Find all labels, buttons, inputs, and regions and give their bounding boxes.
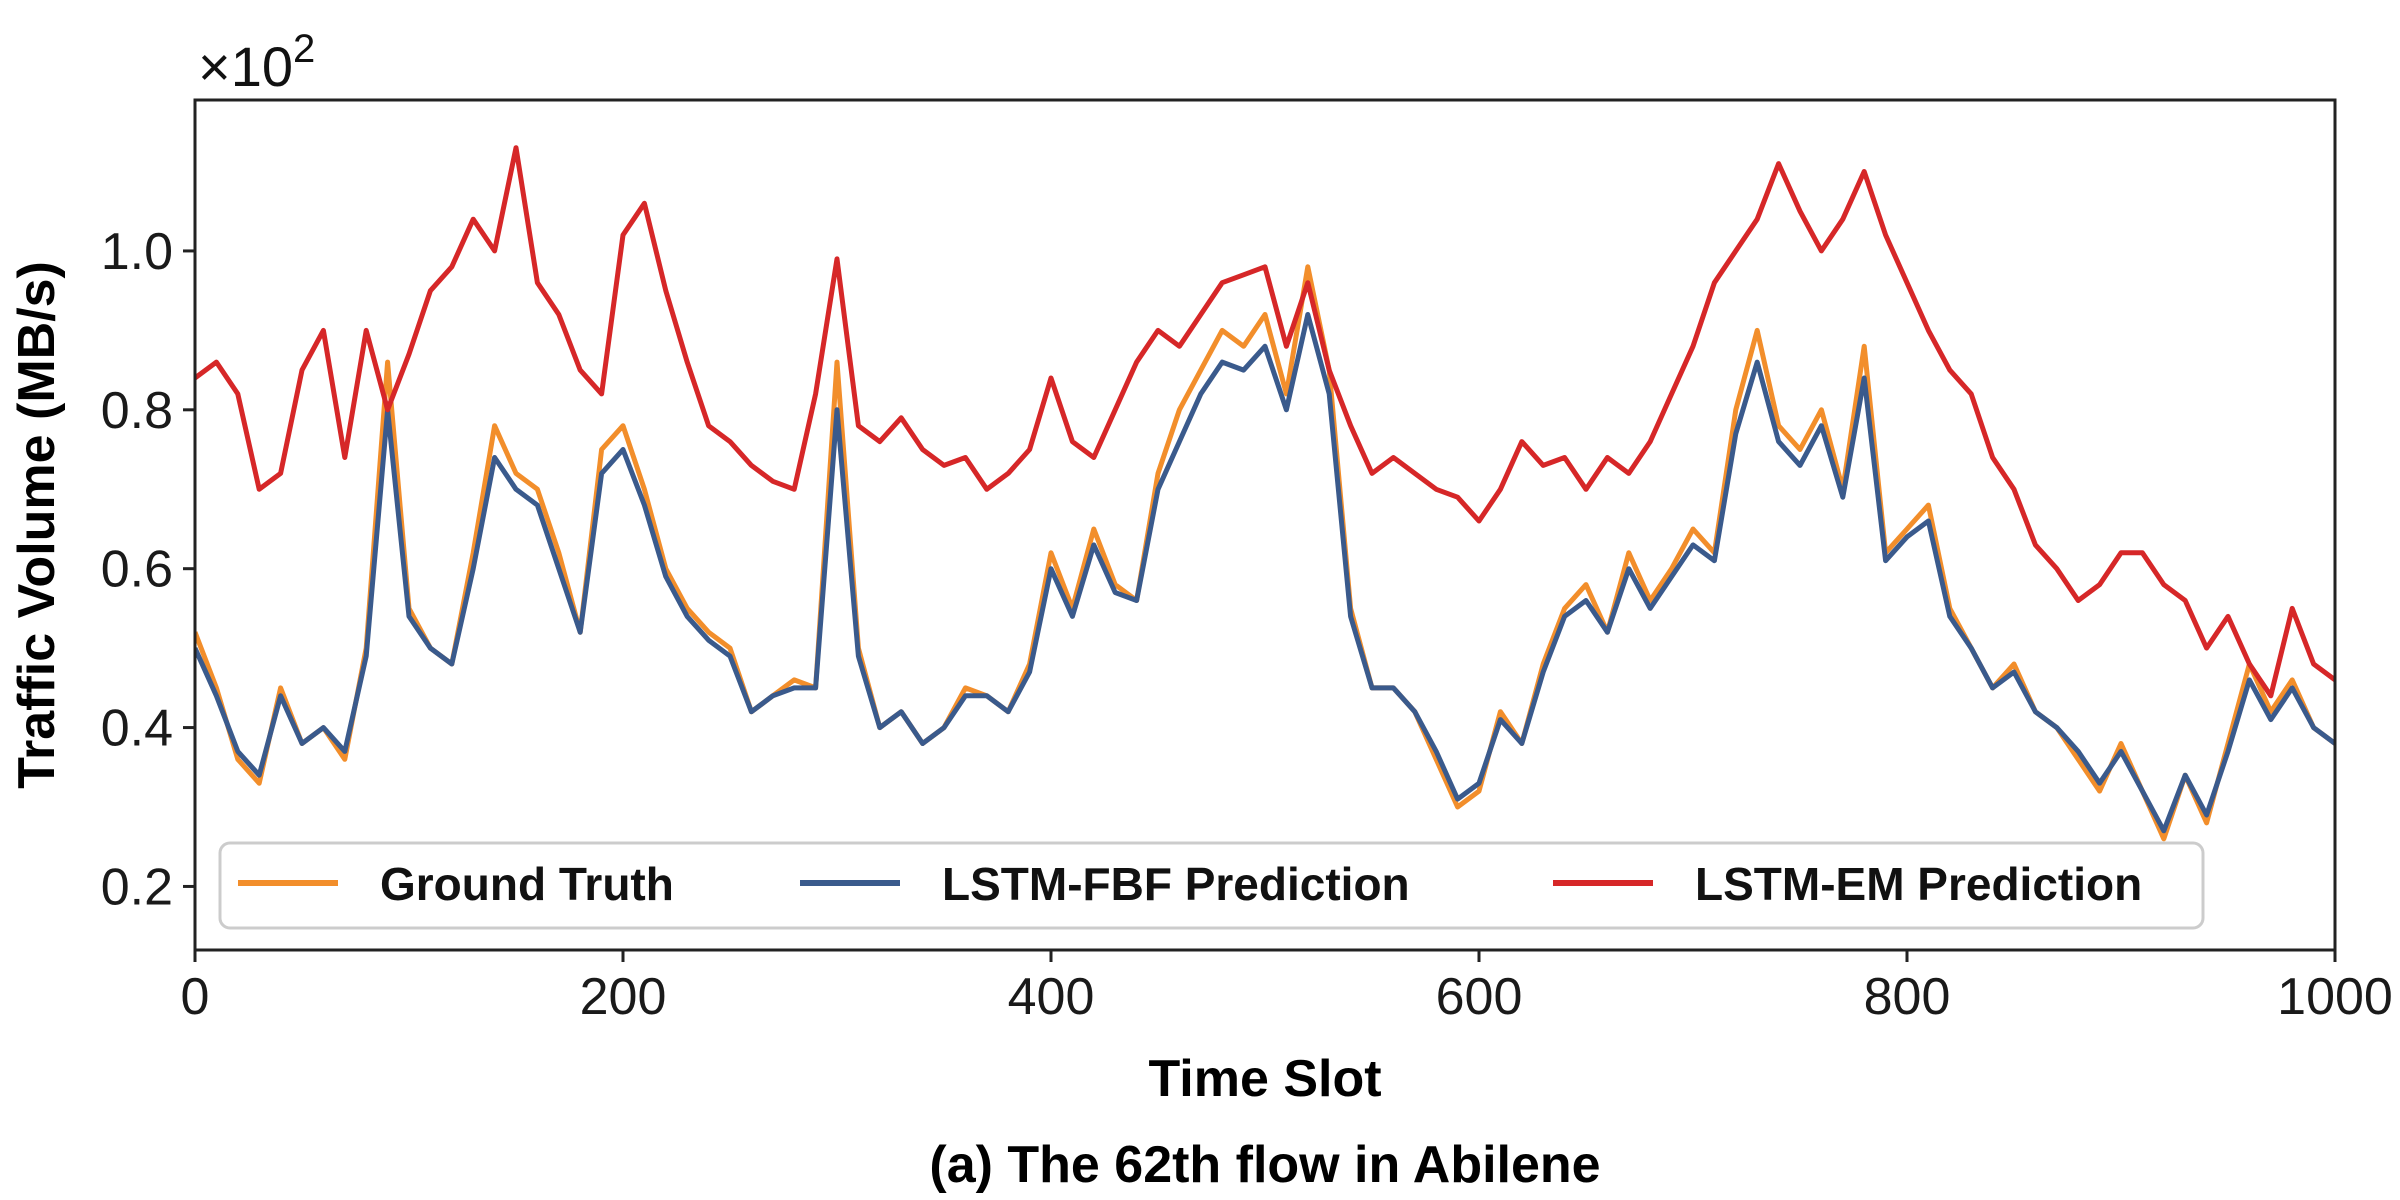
series-line-lstm-fbf-prediction (195, 312, 2335, 834)
legend-label-lstm-fbf: LSTM-FBF Prediction (942, 858, 1410, 910)
y-tick-label: 0.4 (101, 700, 173, 758)
x-tick-label: 800 (1864, 968, 1951, 1026)
y-tick-label: 1.0 (101, 223, 173, 281)
legend-label-lstm-em: LSTM-EM Prediction (1695, 858, 2142, 910)
series-line-lstm-em-prediction (195, 145, 2335, 699)
x-axis-title: Time Slot (1148, 1050, 1381, 1108)
figure-caption: (a) The 62th flow in Abilene (929, 1136, 1600, 1194)
y-tick-label: 0.8 (101, 382, 173, 440)
x-tick-label: 400 (1008, 968, 1095, 1026)
plot-area-frame (193, 98, 2337, 952)
y-axis-title: Traffic Volume (MB/s) (8, 261, 66, 789)
series-layer (195, 145, 2335, 842)
x-tick-label: 600 (1436, 968, 1523, 1026)
x-tick-label: 1000 (2277, 968, 2393, 1026)
x-axis: 0 200 400 600 800 1000 (181, 950, 2393, 1026)
x-tick-label: 200 (580, 968, 667, 1026)
y-tick-label: 0.2 (101, 858, 173, 916)
y-axis: 0.2 0.4 0.6 0.8 1.0 (101, 223, 195, 916)
legend-box (218, 841, 2205, 930)
y-axis-multiplier: ×102 (198, 27, 315, 98)
x-tick-label: 0 (181, 968, 210, 1026)
y-tick-label: 0.6 (101, 541, 173, 599)
legend-label-ground-truth: Ground Truth (380, 858, 674, 910)
legend: Ground Truth LSTM-FBF Prediction LSTM-EM… (218, 841, 2205, 930)
